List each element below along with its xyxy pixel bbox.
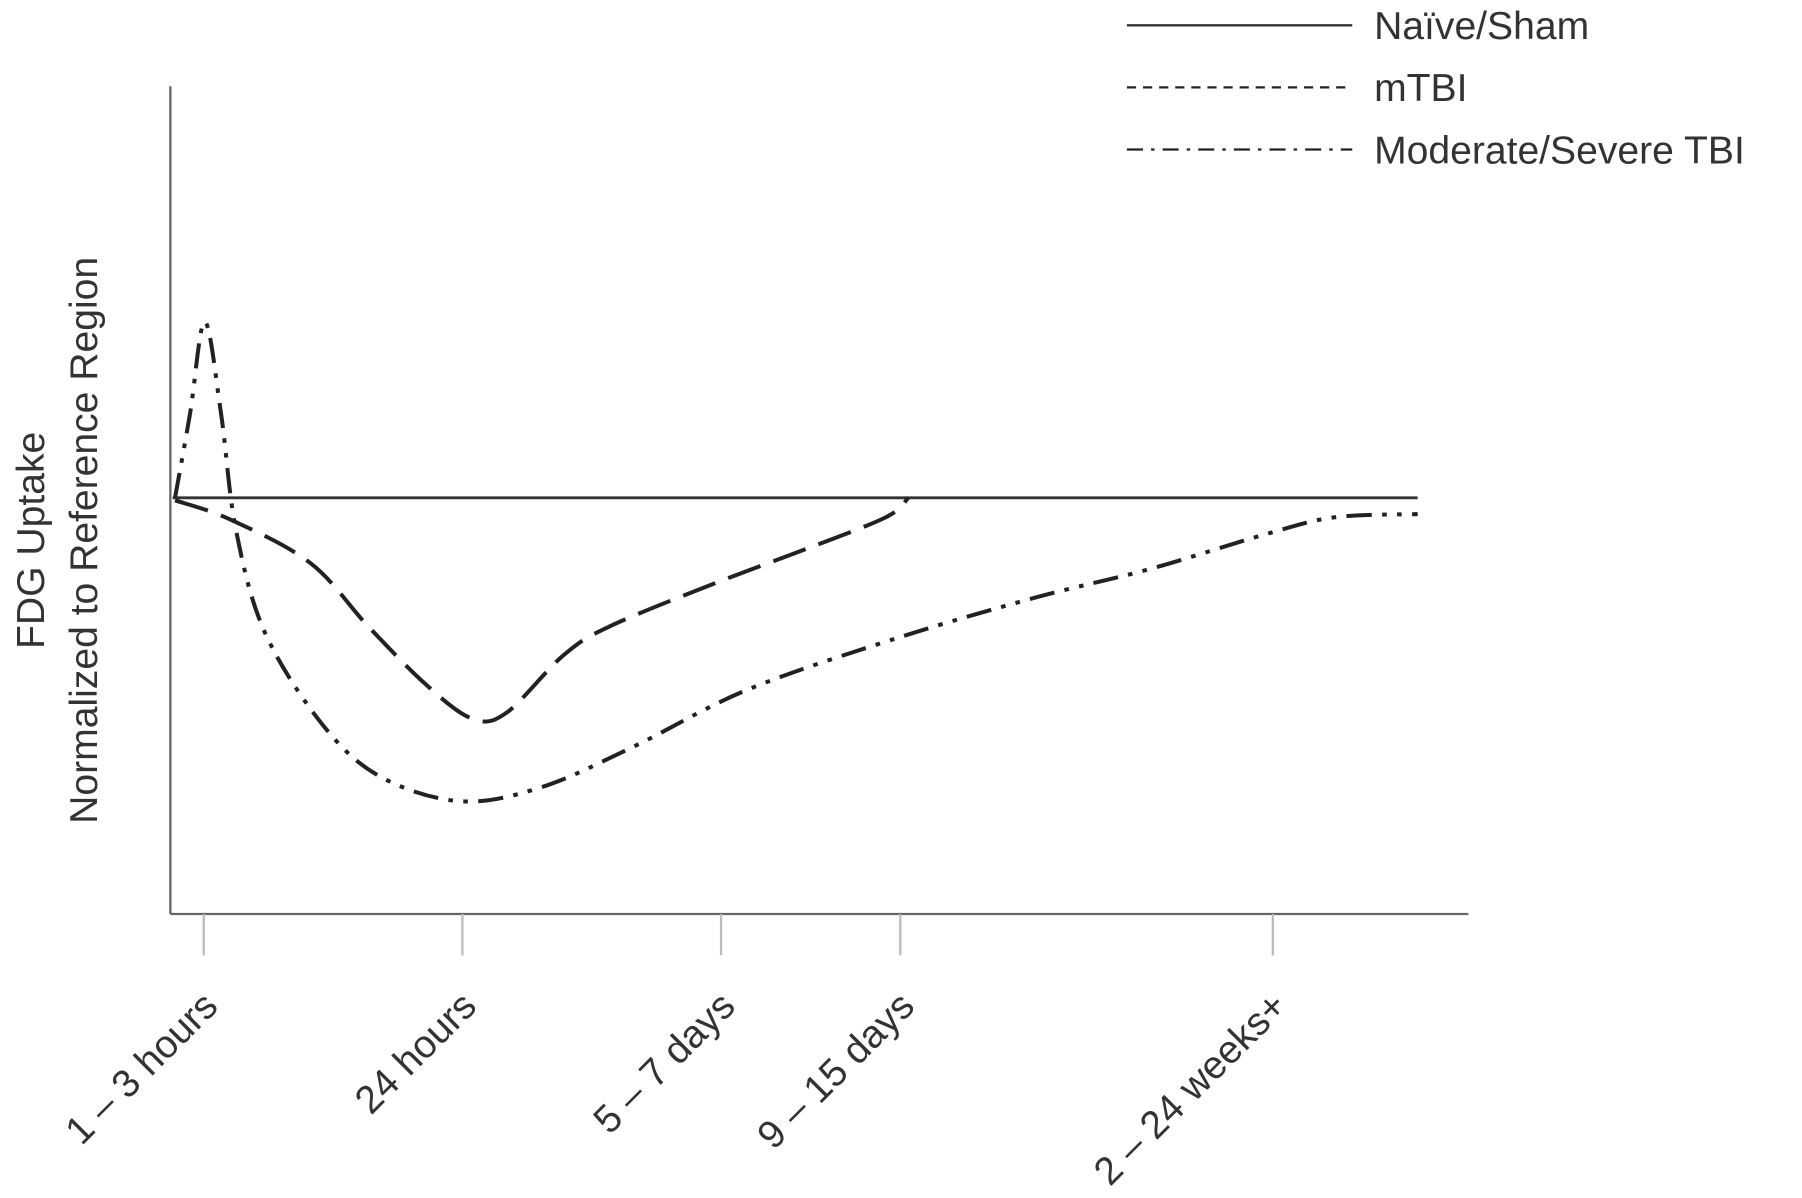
- legend-label: mTBI: [1374, 67, 1467, 110]
- y-axis-label: Normalized to Reference Region: [63, 257, 106, 824]
- x-tick-label: 9 – 15 days: [750, 984, 923, 1157]
- legend-label: Moderate/Severe TBI: [1374, 129, 1745, 172]
- series-line: [173, 319, 1418, 804]
- legend-label: Naïve/Sham: [1374, 5, 1589, 48]
- series-line: [174, 496, 910, 724]
- y-axis-label: FDG Uptake: [10, 432, 53, 649]
- x-tick-label: 2 – 24 weeks+: [1086, 984, 1295, 1193]
- x-tick-label: 24 hours: [347, 984, 485, 1122]
- x-tick-label: 5 – 7 days: [586, 984, 744, 1142]
- x-tick-label: 1 – 3 hours: [58, 984, 227, 1153]
